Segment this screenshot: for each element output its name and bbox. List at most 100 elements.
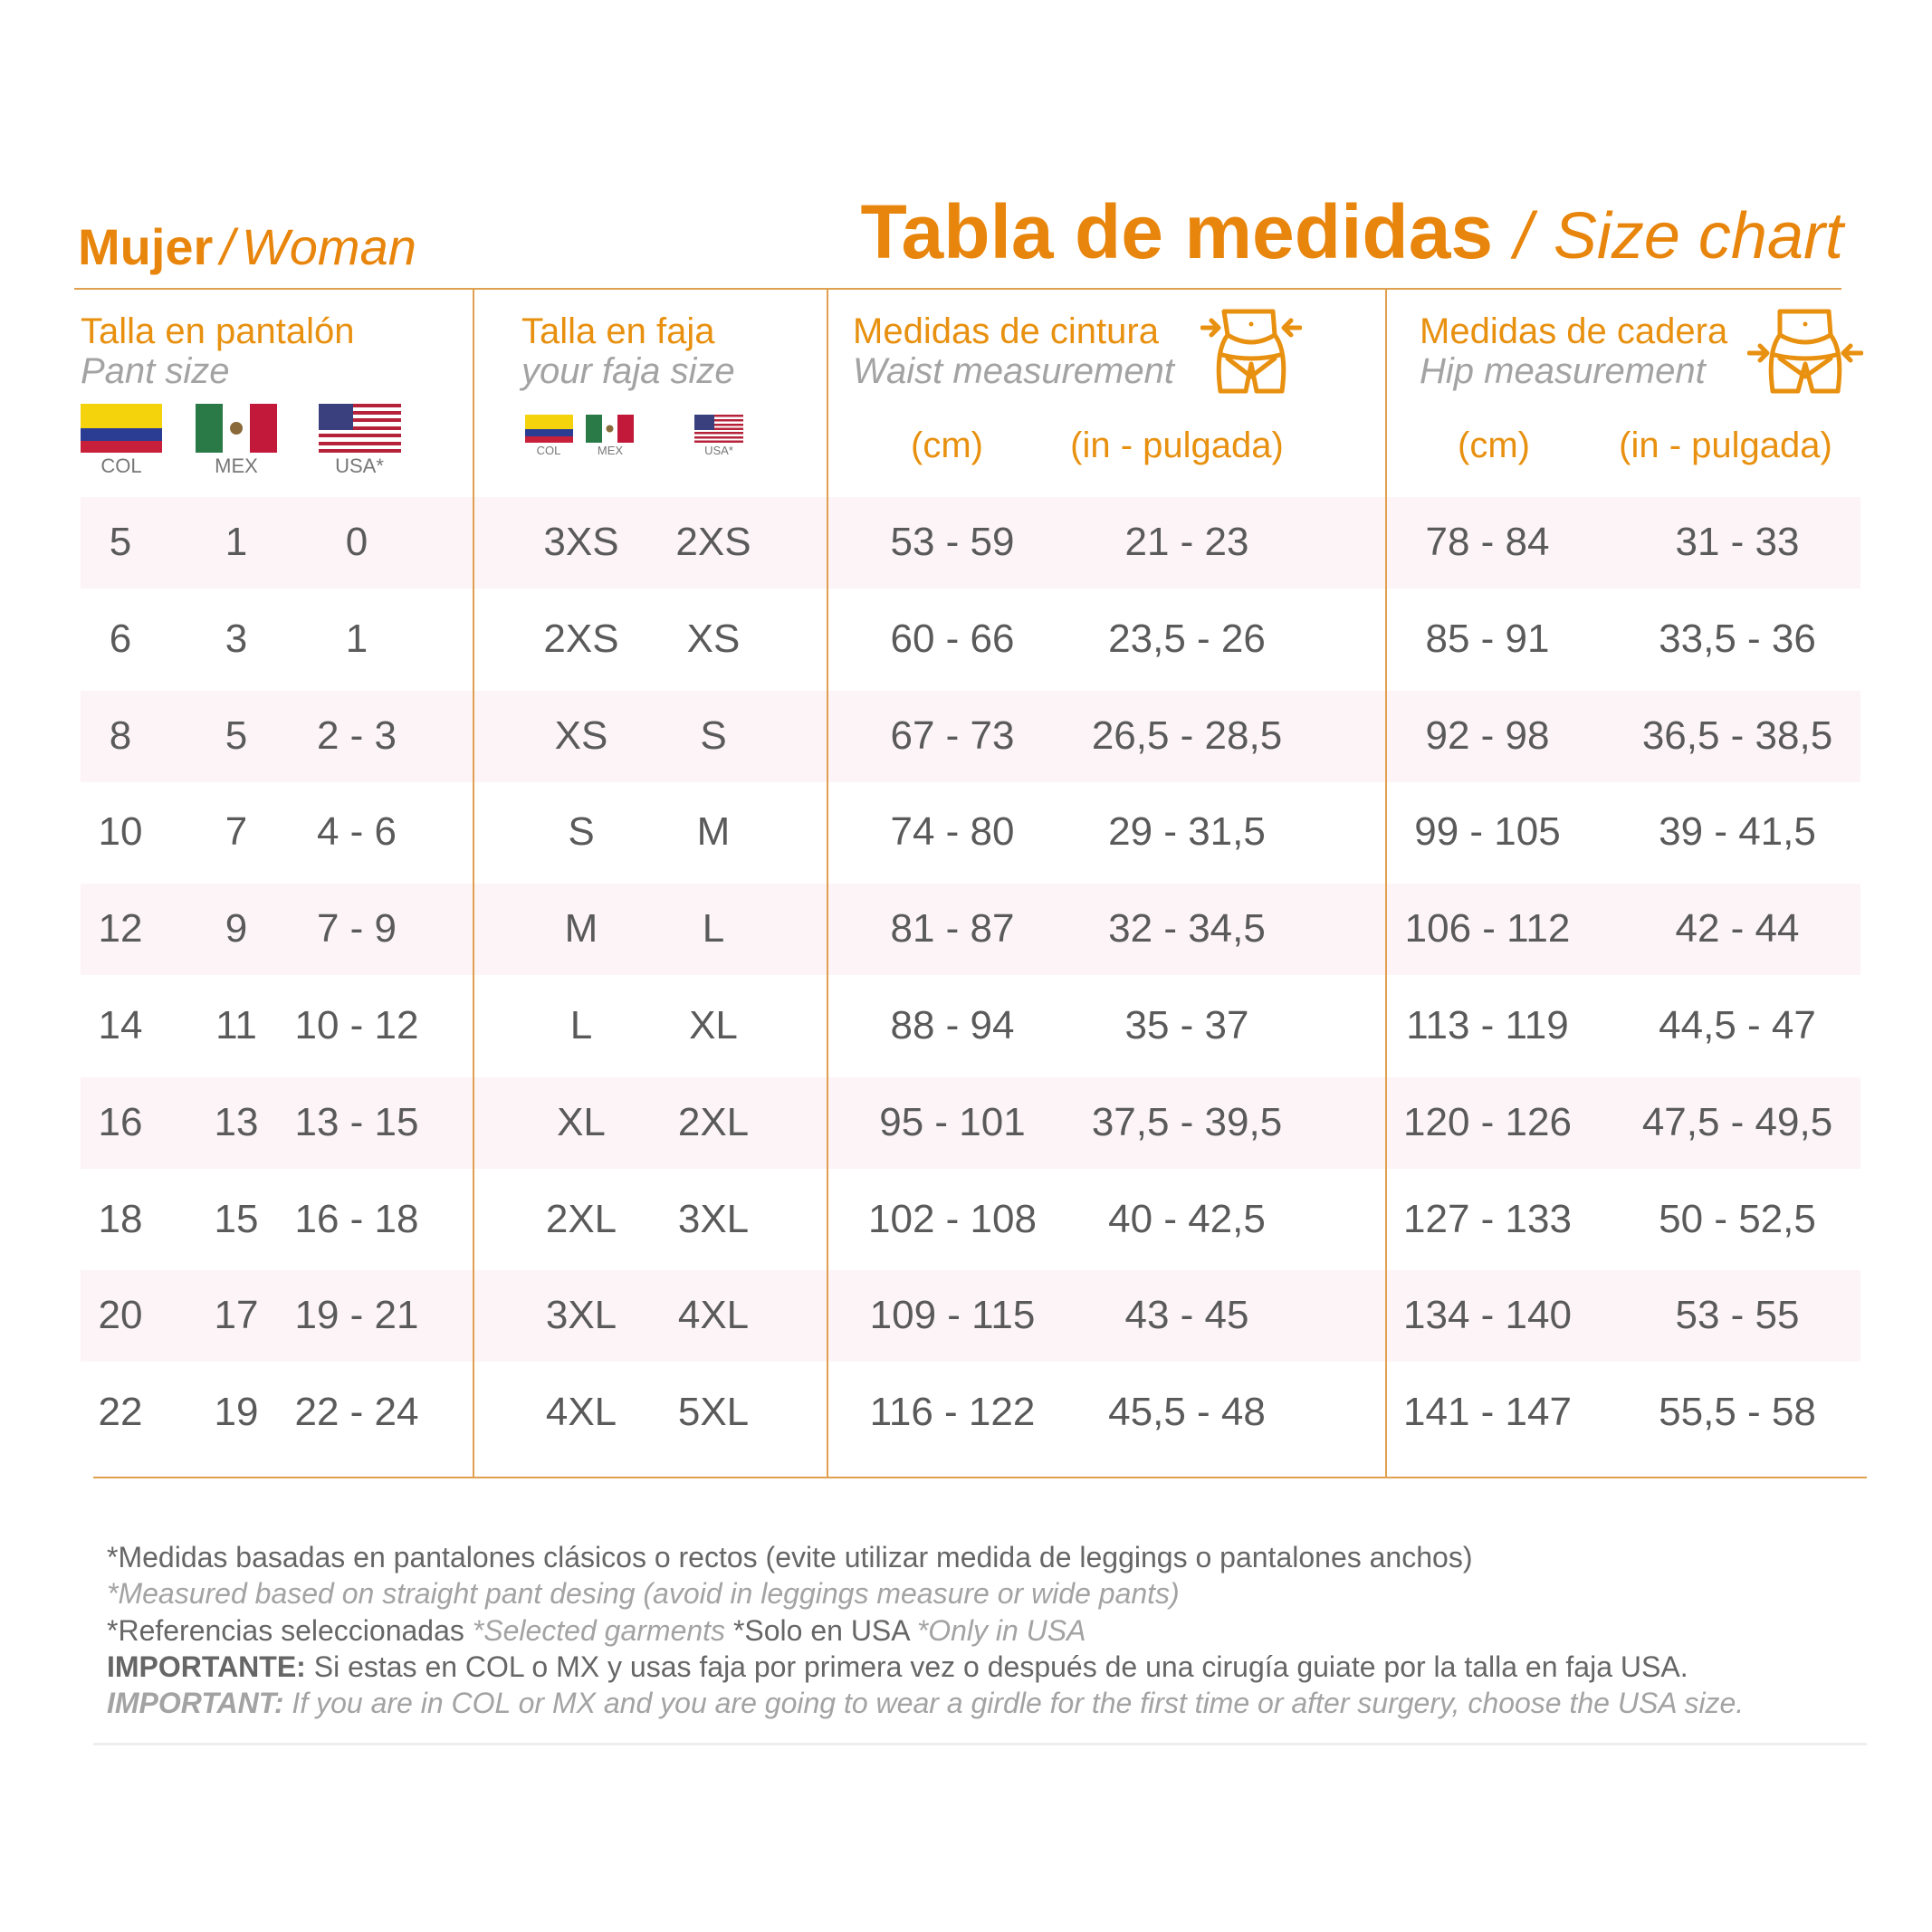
cell-waist-in: 43 - 45: [1124, 1293, 1249, 1338]
important-es-label: IMPORTANTE:: [107, 1650, 306, 1683]
cell-faja-col-mex: 2XS: [543, 616, 619, 661]
flag-label-col: COL: [100, 454, 142, 477]
section-title-es: Mujer: [78, 218, 214, 275]
cell-pant-mex: 1: [225, 520, 248, 564]
cell-waist-in: 45,5 - 48: [1108, 1390, 1266, 1435]
cell-pant-mex: 15: [214, 1196, 259, 1241]
faja-size-label-es: Talla en faja: [521, 311, 715, 351]
pant-size-label-en: Pant size: [81, 351, 230, 391]
cell-faja-usa: XL: [689, 1003, 738, 1047]
page-title: Tabla de medidas / Size chart: [860, 188, 1843, 276]
usa-flag-icon: [694, 415, 743, 443]
cell-faja-col-mex: 2XL: [545, 1196, 617, 1241]
row-stripe: [81, 497, 1860, 588]
row-stripe: [81, 690, 1860, 782]
cell-pant-mex: 7: [225, 809, 248, 855]
cell-hip-in: 39 - 41,5: [1659, 809, 1816, 855]
cell-hip-cm: 113 - 119: [1406, 1003, 1569, 1047]
cell-hip-in: 47,5 - 49,5: [1641, 1099, 1833, 1144]
cell-pant-col: 22: [98, 1390, 143, 1435]
cell-pant-col: 8: [109, 713, 132, 758]
cell-waist-in: 37,5 - 39,5: [1091, 1099, 1283, 1144]
cell-faja-col-mex: 4XL: [545, 1390, 617, 1435]
cell-faja-usa: XS: [686, 616, 741, 661]
cell-faja-col-mex: XS: [554, 713, 608, 758]
cell-faja-col-mex: XL: [557, 1099, 606, 1144]
pant-size-label-es: Talla en pantalón: [81, 311, 355, 351]
waist-unit-cm: (cm): [911, 426, 983, 465]
note-line-1: *Medidas basadas en pantalones clásicos …: [107, 1541, 1473, 1573]
cell-pant-col: 6: [109, 616, 132, 661]
cell-pant-mex: 13: [214, 1099, 259, 1144]
important-es-text: Si estas en COL o MX y usas faja por pri…: [305, 1650, 1688, 1683]
note-usa-en: *Only in USA: [916, 1614, 1086, 1647]
cell-faja-usa: 2XL: [677, 1099, 750, 1144]
flag-label-mex: MEX: [215, 454, 258, 477]
cell-waist-in: 32 - 34,5: [1108, 906, 1266, 952]
note-usa-es: *Solo en USA: [732, 1614, 917, 1647]
cell-hip-cm: 134 - 140: [1403, 1293, 1572, 1338]
note-selected-en: *Selected garments: [472, 1614, 733, 1647]
cell-waist-cm: 60 - 66: [890, 616, 1015, 661]
waist-header: Medidas de cintura Waist measurement: [853, 311, 1174, 391]
footer-divider: [93, 1743, 1867, 1745]
title-separator: /: [1514, 200, 1533, 273]
cell-waist-cm: 102 - 108: [868, 1196, 1037, 1241]
cell-pant-mex: 5: [225, 713, 248, 758]
cell-pant-col: 5: [109, 520, 132, 564]
note-line-3: *Referencias seleccionadas *Selected gar…: [107, 1614, 1086, 1648]
cell-waist-cm: 67 - 73: [890, 713, 1015, 758]
cell-hip-cm: 106 - 112: [1404, 906, 1571, 952]
top-divider: [74, 288, 1841, 290]
cell-pant-usa: 13 - 15: [294, 1099, 419, 1144]
usa-flag-icon: [319, 404, 401, 453]
important-en: IMPORTANT: If you are in COL or MX and y…: [107, 1687, 1744, 1720]
cell-pant-mex: 17: [214, 1293, 259, 1338]
cell-pant-mex: 9: [225, 906, 248, 952]
flag-label-usa-small: USA*: [704, 444, 733, 457]
waist-label-es: Medidas de cintura: [853, 311, 1159, 351]
cell-faja-col-mex: 3XS: [543, 520, 619, 564]
faja-size-label-en: your faja size: [521, 351, 735, 391]
cell-hip-in: 55,5 - 58: [1659, 1390, 1816, 1435]
cell-pant-usa: 7 - 9: [316, 906, 397, 952]
note-line-2: *Measured based on straight pant desing …: [107, 1577, 1180, 1610]
cell-faja-usa: 5XL: [677, 1390, 750, 1435]
cell-faja-usa: 3XL: [677, 1196, 750, 1241]
waist-body-icon: [1200, 309, 1302, 394]
hip-body-icon: [1747, 309, 1863, 394]
cell-waist-in: 21 - 23: [1124, 520, 1249, 564]
note-selected-es: *Referencias seleccionadas: [107, 1614, 473, 1647]
cell-faja-col-mex: S: [568, 809, 595, 855]
cell-faja-usa: M: [696, 809, 731, 855]
cell-hip-in: 44,5 - 47: [1659, 1003, 1816, 1047]
cell-pant-mex: 19: [214, 1390, 259, 1435]
hip-label-es: Medidas de cadera: [1420, 311, 1728, 351]
section-title-en: Woman: [241, 218, 416, 275]
column-divider: [473, 289, 474, 1478]
title-en: Size chart: [1553, 200, 1843, 273]
cell-pant-usa: 1: [345, 616, 368, 661]
cell-faja-col-mex: L: [569, 1003, 593, 1047]
flag-label-col-small: COL: [536, 444, 561, 457]
cell-pant-mex: 11: [215, 1003, 257, 1047]
cell-hip-cm: 127 - 133: [1403, 1196, 1572, 1241]
pant-size-header: Talla en pantalón Pant size: [81, 311, 354, 391]
waist-label-en: Waist measurement: [853, 351, 1174, 391]
cell-waist-cm: 88 - 94: [890, 1003, 1015, 1047]
cell-hip-cm: 85 - 91: [1425, 616, 1550, 661]
hip-unit-cm: (cm): [1458, 426, 1530, 465]
cell-pant-col: 14: [98, 1003, 143, 1047]
cell-hip-cm: 141 - 147: [1403, 1390, 1572, 1435]
cell-pant-col: 18: [98, 1196, 143, 1241]
column-divider: [827, 289, 828, 1478]
cell-hip-cm: 92 - 98: [1425, 713, 1550, 758]
cell-pant-usa: 2 - 3: [316, 713, 397, 758]
cell-waist-in: 35 - 37: [1124, 1003, 1249, 1047]
important-en-text: If you are in COL or MX and you are goin…: [283, 1687, 1745, 1719]
cell-waist-in: 40 - 42,5: [1108, 1196, 1266, 1241]
cell-faja-usa: L: [702, 906, 725, 952]
important-en-label: IMPORTANT:: [107, 1687, 284, 1719]
cell-hip-cm: 78 - 84: [1425, 520, 1550, 564]
column-divider: [1385, 289, 1387, 1478]
